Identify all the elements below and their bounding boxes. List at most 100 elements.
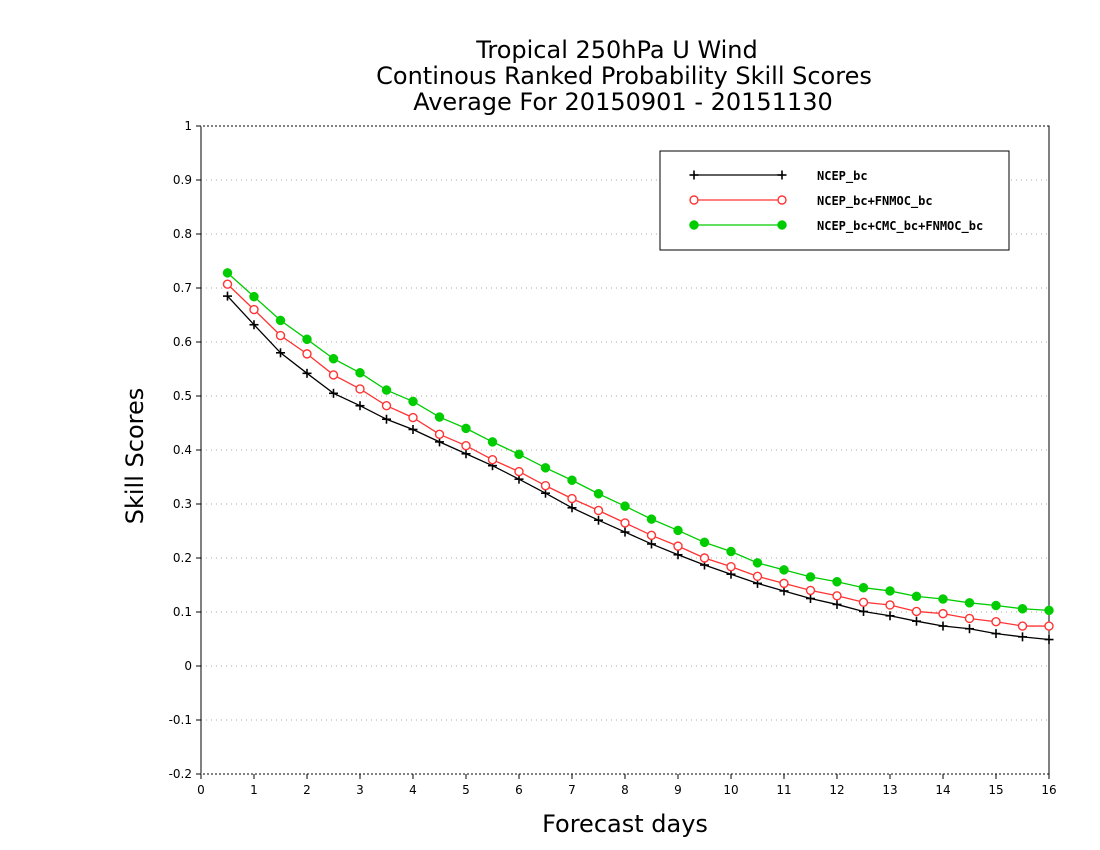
data-point bbox=[593, 488, 604, 499]
data-point bbox=[461, 449, 471, 459]
data-point bbox=[1044, 605, 1054, 616]
y-tick-label: 0.8 bbox=[173, 227, 192, 241]
series-line bbox=[227, 272, 1050, 612]
data-point bbox=[461, 423, 471, 434]
data-point bbox=[487, 455, 498, 465]
x-tick-label: 12 bbox=[829, 783, 844, 797]
legend-label-ncep-bc: NCEP_bc bbox=[817, 169, 868, 184]
data-point bbox=[991, 617, 1001, 627]
data-point bbox=[938, 608, 948, 619]
data-point bbox=[885, 586, 895, 596]
chart-title-line-1: Tropical 250hPa U Wind bbox=[475, 36, 758, 64]
y-tick-label: 0.5 bbox=[173, 389, 192, 403]
data-point bbox=[249, 304, 259, 315]
legend-sample-marker bbox=[689, 195, 699, 205]
data-point bbox=[355, 401, 365, 411]
data-point bbox=[249, 320, 259, 330]
data-point bbox=[726, 546, 736, 557]
data-point bbox=[965, 624, 974, 634]
legend-sample-3 bbox=[689, 220, 787, 230]
data-point bbox=[514, 466, 524, 477]
x-axis-ticks: 0 1 2 3 4 5 6 7 8 9 10 11 12 13 14 15 16 bbox=[197, 774, 1057, 797]
data-point bbox=[540, 480, 551, 491]
data-point bbox=[673, 550, 683, 560]
data-point bbox=[673, 541, 683, 551]
data-point bbox=[567, 503, 577, 513]
data-point bbox=[859, 606, 868, 616]
data-point bbox=[328, 370, 339, 380]
data-point bbox=[381, 401, 392, 411]
x-tick-label: 7 bbox=[568, 783, 576, 797]
data-point bbox=[938, 621, 948, 631]
data-point bbox=[646, 514, 657, 524]
data-point bbox=[249, 291, 259, 302]
y-tick-label: 0.6 bbox=[173, 335, 192, 349]
y-tick-label: 0.2 bbox=[173, 551, 192, 565]
series-layer bbox=[222, 268, 1054, 645]
chart-title-line-3: Average For 20150901 - 20151130 bbox=[413, 88, 833, 116]
data-point bbox=[302, 349, 312, 359]
data-point bbox=[832, 577, 842, 587]
data-point bbox=[699, 553, 710, 563]
data-point bbox=[832, 591, 842, 601]
legend-label-ncep-bc-fnmoc-bc: NCEP_bc+FNMOC_bc bbox=[817, 194, 933, 209]
data-point bbox=[222, 279, 233, 289]
data-point bbox=[911, 606, 922, 617]
data-point bbox=[329, 388, 338, 398]
data-point bbox=[752, 571, 763, 582]
data-point bbox=[964, 613, 975, 624]
legend-sample-marker bbox=[689, 170, 699, 180]
data-point bbox=[885, 600, 895, 610]
data-point bbox=[699, 537, 710, 548]
x-tick-label: 16 bbox=[1041, 783, 1056, 797]
x-tick-label: 15 bbox=[988, 783, 1003, 797]
legend-samples bbox=[689, 170, 787, 230]
data-point bbox=[434, 412, 445, 422]
data-point bbox=[540, 463, 551, 473]
data-point bbox=[434, 429, 445, 440]
x-tick-label: 1 bbox=[250, 783, 258, 797]
data-point bbox=[991, 629, 1001, 639]
y-axis-label: Skill Scores bbox=[121, 388, 149, 525]
data-point bbox=[805, 572, 816, 582]
x-tick-label: 2 bbox=[303, 783, 311, 797]
y-tick-label: 1 bbox=[184, 119, 192, 133]
x-tick-label: 8 bbox=[621, 783, 629, 797]
data-point bbox=[752, 558, 763, 568]
x-tick-label: 9 bbox=[674, 783, 682, 797]
data-point bbox=[382, 414, 391, 424]
data-point bbox=[1017, 604, 1028, 614]
data-point bbox=[620, 518, 630, 528]
data-point bbox=[222, 268, 233, 278]
data-point bbox=[223, 291, 232, 301]
data-point bbox=[302, 368, 312, 378]
data-point bbox=[620, 501, 630, 511]
legend-sample-marker bbox=[777, 220, 787, 230]
data-point bbox=[673, 525, 683, 536]
data-point bbox=[594, 515, 603, 525]
data-point bbox=[1018, 632, 1027, 642]
data-point bbox=[487, 437, 498, 447]
data-point bbox=[567, 493, 577, 504]
data-point bbox=[647, 539, 656, 549]
x-tick-label: 3 bbox=[356, 783, 364, 797]
data-point bbox=[911, 591, 922, 602]
data-point bbox=[408, 424, 418, 434]
data-point bbox=[1044, 621, 1054, 631]
data-point bbox=[408, 412, 418, 423]
y-tick-label: 0 bbox=[184, 659, 192, 673]
data-point bbox=[779, 578, 789, 589]
series-line bbox=[227, 295, 1050, 641]
chart-title-line-2: Continous Ranked Probability Skill Score… bbox=[376, 62, 872, 90]
series-line bbox=[227, 283, 1049, 627]
data-point bbox=[328, 353, 339, 364]
y-axis-ticks: -0.2 -0.1 0 0.1 0.2 0.3 0.4 0.5 0.6 0.7 0.8 0.9 1 bbox=[169, 119, 201, 781]
data-point bbox=[912, 616, 921, 626]
data-point bbox=[646, 530, 657, 541]
x-tick-label: 13 bbox=[882, 783, 897, 797]
data-point bbox=[620, 527, 630, 537]
data-point bbox=[302, 334, 312, 345]
x-tick-label: 11 bbox=[776, 783, 791, 797]
legend-label-ncep-bc-cmc-bc-fnmoc-bc: NCEP_bc+CMC_bc+FNMOC_bc bbox=[817, 219, 983, 234]
